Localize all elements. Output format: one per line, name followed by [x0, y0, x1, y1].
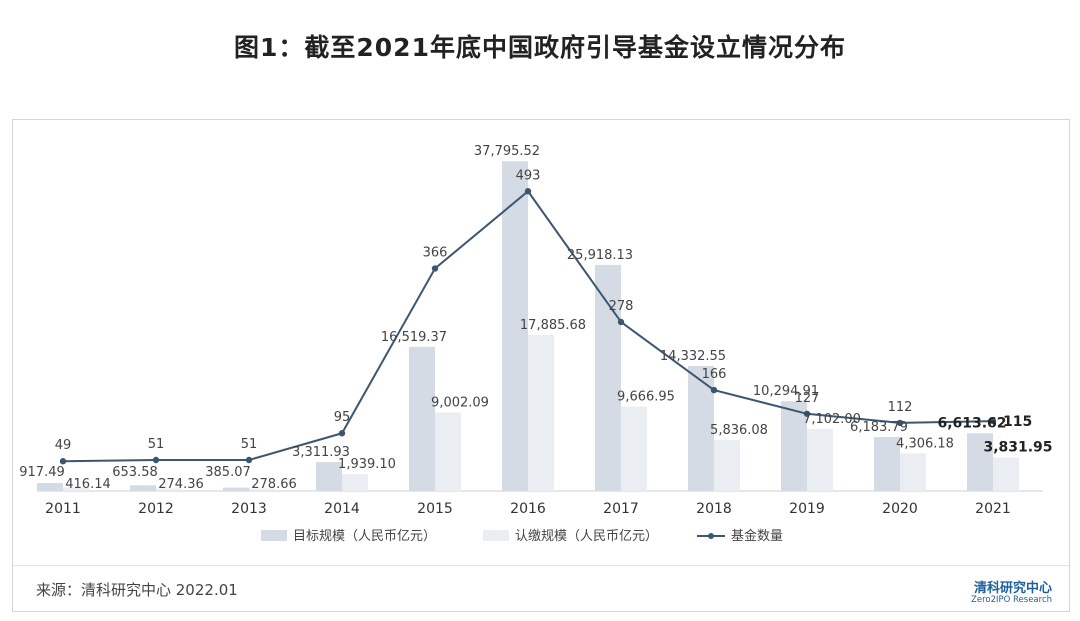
label-subscribed-2016: 17,885.68	[520, 318, 586, 333]
bar-target-2013	[223, 487, 249, 491]
label-fund-count-2013: 51	[241, 437, 258, 452]
legend: 目标规模（人民币亿元） 认缴规模（人民币亿元） 基金数量	[261, 528, 783, 544]
label-subscribed-2019: 7,102.00	[803, 412, 861, 427]
label-fund-count-2018: 166	[702, 367, 727, 382]
label-target-2014: 3,311.93	[292, 445, 350, 460]
x-tick-labels: 2011 2012 2013 2014 2015 2016 2017 2018 2019 2020…	[45, 501, 1011, 517]
label-subscribed-2015: 9,002.09	[431, 395, 489, 410]
bar-subscribed-2013	[249, 488, 275, 491]
bar-subscribed-2011	[63, 487, 89, 491]
label-fund-count-2019: 127	[795, 391, 820, 406]
label-target-2017: 25,918.13	[567, 248, 633, 263]
source-text: 来源：清科研究中心 2022.01	[36, 581, 238, 599]
bar-subscribed-2018	[714, 440, 740, 491]
legend-swatch-subscribed	[483, 530, 509, 541]
x-tick-2017: 2017	[603, 501, 639, 517]
bar-target-2016	[502, 161, 528, 492]
label-target-2012: 653.58	[112, 465, 158, 480]
point-fund-count-2016	[524, 188, 532, 195]
label-target-2021: 6,613.62	[937, 415, 1006, 431]
bar-subscribed-2020	[900, 453, 926, 491]
bar-subscribed-2014	[342, 474, 368, 491]
x-tick-2018: 2018	[696, 501, 732, 517]
x-tick-2019: 2019	[789, 501, 825, 517]
label-fund-count-2017: 278	[609, 299, 634, 314]
label-fund-count-2016: 493	[516, 168, 541, 183]
point-fund-count-2018	[710, 386, 718, 394]
label-target-2015: 16,519.37	[381, 330, 447, 345]
x-tick-2020: 2020	[882, 501, 918, 517]
label-fund-count-2012: 51	[148, 437, 165, 452]
label-target-2016: 37,795.52	[474, 144, 540, 159]
x-tick-2012: 2012	[138, 501, 174, 517]
bar-target-2021	[967, 433, 993, 491]
legend-marker-count	[708, 533, 714, 539]
x-tick-2015: 2015	[417, 501, 453, 517]
bar-target-2014	[316, 462, 342, 491]
label-subscribed-2011: 416.14	[65, 477, 111, 492]
bar-subscribed-2016	[528, 334, 554, 491]
bars-group	[37, 161, 1019, 492]
point-fund-count-2011	[59, 458, 67, 465]
label-fund-count-2021: 115	[1003, 414, 1032, 430]
legend-swatch-target	[261, 530, 287, 541]
bar-subscribed-2015	[435, 412, 461, 491]
label-subscribed-2014: 1,939.10	[338, 457, 396, 472]
x-tick-2011: 2011	[45, 501, 81, 517]
bar-target-2020	[874, 437, 900, 491]
label-subscribed-2013: 278.66	[251, 477, 297, 492]
point-fund-count-2020	[896, 419, 904, 427]
point-fund-count-2021	[989, 417, 997, 425]
page-title: 图1：截至2021年底中国政府引导基金设立情况分布	[234, 33, 846, 62]
point-fund-count-2017	[617, 318, 625, 326]
bar-target-2011	[37, 482, 63, 491]
label-target-2020: 6,183.79	[850, 420, 908, 435]
legend-label-target: 目标规模（人民币亿元）	[293, 529, 436, 544]
point-fund-count-2012	[152, 456, 160, 464]
bar-target-2015	[409, 346, 435, 491]
legend-label-subscribed: 认缴规模（人民币亿元）	[515, 529, 658, 544]
x-tick-2016: 2016	[510, 501, 546, 517]
label-subscribed-2012: 274.36	[158, 477, 204, 492]
label-target-2011: 917.49	[19, 465, 65, 480]
point-fund-count-2014	[338, 430, 346, 437]
legend-label-count: 基金数量	[731, 528, 783, 544]
bar-target-2019	[781, 401, 807, 491]
point-fund-count-2019	[803, 410, 811, 417]
bar-subscribed-2021	[993, 457, 1019, 491]
label-target-2013: 385.07	[205, 465, 251, 480]
point-fund-count-2013	[245, 456, 253, 464]
x-tick-2021: 2021	[975, 501, 1011, 517]
label-subscribed-2018: 5,836.08	[710, 423, 768, 438]
line-group	[59, 188, 997, 465]
label-target-2019: 10,294.91	[753, 384, 819, 399]
brand-logo-en: Zero2IPO Research	[971, 595, 1052, 605]
bar-subscribed-2017	[621, 406, 647, 491]
x-tick-2013: 2013	[231, 501, 267, 517]
x-tick-2014: 2014	[324, 501, 360, 517]
label-subscribed-2017: 9,666.95	[617, 390, 675, 405]
footer-divider	[13, 565, 1069, 566]
label-subscribed-2020: 4,306.18	[896, 436, 954, 451]
brand-logo-cn: 清科研究中心	[973, 581, 1052, 596]
label-subscribed-2021: 3,831.95	[983, 440, 1052, 456]
label-fund-count-2015: 366	[423, 245, 448, 260]
bar-subscribed-2019	[807, 429, 833, 491]
bar-target-2012	[130, 485, 156, 491]
bar-subscribed-2012	[156, 488, 182, 491]
label-target-2018: 14,332.55	[660, 349, 726, 364]
label-fund-count-2011: 49	[55, 438, 72, 453]
chart-frame: 917.49 416.14 653.58 274.36 385.07 278.66 3,31…	[12, 119, 1070, 612]
label-fund-count-2014: 95	[334, 410, 351, 425]
point-fund-count-2015	[431, 265, 439, 272]
label-fund-count-2020: 112	[888, 400, 913, 415]
